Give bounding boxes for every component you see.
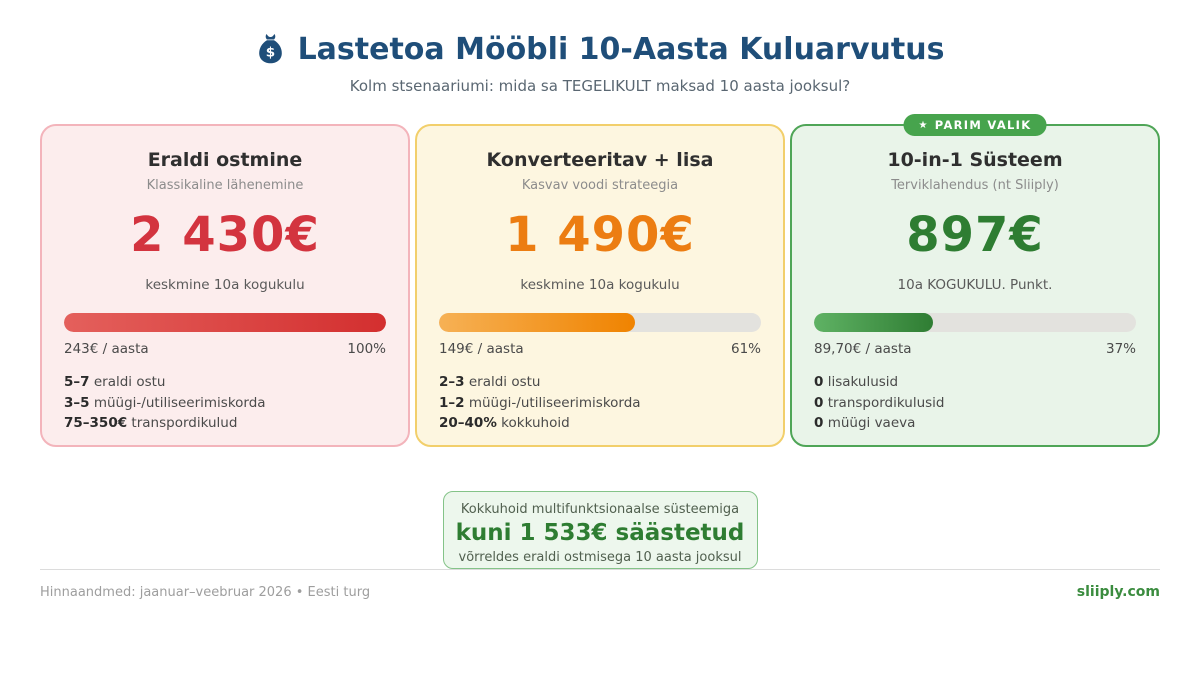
detail-row: 3–5 müügi-/utiliseerimiskorda — [64, 394, 266, 411]
footer-divider — [40, 569, 1160, 570]
bar-stats: 243€ / aasta 100% — [64, 341, 386, 357]
detail-row: 5–7 eraldi ostu — [64, 374, 166, 391]
title-row: $ Lastetoa Mööbli 10-Aasta Kuluarvutus — [0, 33, 1200, 66]
detail-row: 0 transpordikulusid — [814, 394, 945, 411]
detail-row: 75–350€ transpordikulud — [64, 415, 238, 432]
detail-list: 5–7 eraldi ostu 3–5 müügi-/utiliseerimis… — [64, 372, 386, 434]
detail-row: 2–3 eraldi ostu — [439, 374, 541, 391]
detail-row: 1–2 müügi-/utiliseerimiskorda — [439, 394, 641, 411]
savings-highlight: kuni 1 533€ säästetud — [455, 520, 745, 547]
card-title: Eraldi ostmine — [147, 149, 303, 171]
progress-bar — [64, 313, 386, 333]
card-title: 10-in-1 Süsteem — [887, 149, 1063, 171]
detail-row: 0 müügi vaeva — [814, 415, 916, 432]
money-bag-icon: $ — [256, 33, 285, 66]
progress-bar — [814, 313, 1136, 333]
total-price: 897€ — [906, 207, 1044, 263]
best-choice-badge: ★ PARIM VALIK — [903, 114, 1047, 136]
header: $ Lastetoa Mööbli 10-Aasta Kuluarvutus K… — [0, 0, 1200, 95]
scenario-cards: Eraldi ostmine Klassikaline lähenemine 2… — [40, 114, 1160, 447]
card-eraldi-ostmine: Eraldi ostmine Klassikaline lähenemine 2… — [40, 124, 410, 447]
percent-label: 100% — [347, 341, 386, 358]
price-data-note: Hinnaandmed: jaanuar–veebruar 2026 • Ees… — [40, 584, 371, 600]
footer: Hinnaandmed: jaanuar–veebruar 2026 • Ees… — [40, 584, 1160, 600]
savings-line1: Kokkuhoid multifunktsionaalse süsteemiga — [460, 502, 740, 517]
per-year-label: 89,70€ / aasta — [814, 341, 912, 358]
card-subtitle: Klassikaline lähenemine — [146, 178, 304, 193]
per-year-label: 149€ / aasta — [439, 341, 524, 358]
svg-text:$: $ — [265, 45, 274, 61]
page-title: Lastetoa Mööbli 10-Aasta Kuluarvutus — [297, 32, 945, 67]
card-subtitle: Terviklahendus (nt Sliiply) — [891, 178, 1059, 193]
total-price: 1 490€ — [505, 207, 695, 263]
detail-row: 20–40% kokkuhoid — [439, 415, 570, 432]
price-caption: keskmine 10a kogukulu — [520, 277, 680, 294]
detail-list: 2–3 eraldi ostu 1–2 müügi-/utiliseerimis… — [439, 372, 761, 434]
percent-label: 61% — [730, 341, 761, 358]
detail-row: 0 lisakulusid — [814, 374, 899, 391]
progress-bar — [439, 313, 761, 333]
badge-label: PARIM VALIK — [934, 118, 1032, 132]
savings-line2: võrreldes eraldi ostmisega 10 aasta jook… — [458, 549, 742, 565]
star-icon: ★ — [918, 119, 929, 131]
price-caption: keskmine 10a kogukulu — [145, 277, 305, 294]
card-10-in-1-susteem: ★ PARIM VALIK 10-in-1 Süsteem Terviklahe… — [790, 114, 1160, 447]
page-subtitle: Kolm stsenaariumi: mida sa TEGELIKULT ma… — [349, 77, 851, 95]
card-konverteeritav-lisa: Konverteeritav + lisa Kasvav voodi strat… — [415, 124, 785, 447]
card-title: Konverteeritav + lisa — [486, 149, 714, 171]
total-price: 2 430€ — [130, 207, 320, 263]
bar-stats: 149€ / aasta 61% — [439, 341, 761, 357]
price-caption: 10a KOGUKULU. Punkt. — [897, 277, 1053, 294]
percent-label: 37% — [1105, 341, 1136, 358]
sliiply-link[interactable]: sliiply.com — [1076, 584, 1160, 600]
card-subtitle: Kasvav voodi strateegia — [521, 178, 679, 193]
savings-callout: Kokkuhoid multifunktsionaalse süsteemiga… — [442, 491, 758, 569]
progress-bar-fill — [64, 313, 386, 333]
detail-list: 0 lisakulusid 0 transpordikulusid 0 müüg… — [814, 372, 1136, 434]
bar-stats: 89,70€ / aasta 37% — [814, 341, 1136, 357]
progress-bar-fill — [439, 313, 636, 333]
progress-bar-fill — [814, 313, 934, 333]
per-year-label: 243€ / aasta — [64, 341, 149, 358]
